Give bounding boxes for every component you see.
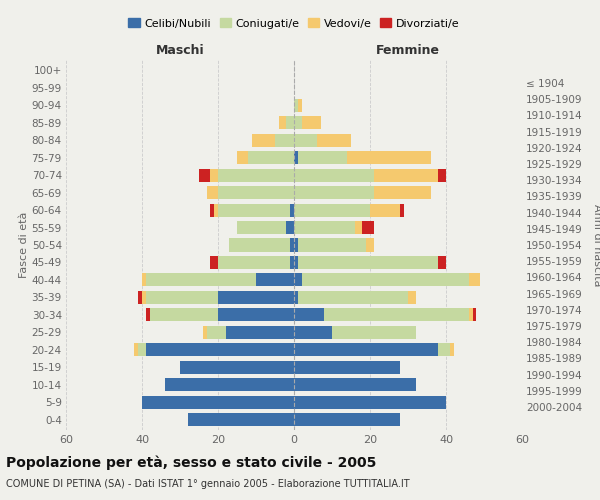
Bar xyxy=(294,186,374,199)
Bar xyxy=(439,168,446,181)
Bar xyxy=(218,168,294,181)
Bar xyxy=(211,256,218,269)
Bar xyxy=(218,308,294,322)
Bar xyxy=(294,99,298,112)
Bar xyxy=(302,274,469,286)
Bar xyxy=(286,116,294,130)
Bar xyxy=(374,168,439,181)
Text: Femmine: Femmine xyxy=(376,44,440,58)
Bar xyxy=(146,274,256,286)
Bar xyxy=(290,204,294,216)
Bar xyxy=(347,151,431,164)
Bar xyxy=(218,204,290,216)
Bar xyxy=(294,343,439,356)
Bar xyxy=(206,326,226,339)
Bar xyxy=(275,134,294,147)
Bar xyxy=(294,378,416,391)
Bar xyxy=(252,134,275,147)
Bar xyxy=(298,238,366,252)
Bar xyxy=(294,116,302,130)
Bar xyxy=(211,204,214,216)
Bar xyxy=(294,151,298,164)
Bar xyxy=(294,221,355,234)
Bar xyxy=(146,343,294,356)
Bar xyxy=(199,168,211,181)
Bar xyxy=(294,274,302,286)
Bar xyxy=(294,308,325,322)
Text: COMUNE DI PETINA (SA) - Dati ISTAT 1° gennaio 2005 - Elaborazione TUTTITALIA.IT: COMUNE DI PETINA (SA) - Dati ISTAT 1° ge… xyxy=(6,479,410,489)
Bar xyxy=(138,291,142,304)
Bar xyxy=(180,360,294,374)
Bar xyxy=(298,256,439,269)
Bar xyxy=(355,221,362,234)
Bar xyxy=(317,134,351,147)
Bar xyxy=(146,291,218,304)
Bar xyxy=(374,186,431,199)
Bar xyxy=(294,396,446,408)
Bar xyxy=(142,291,146,304)
Bar xyxy=(298,99,302,112)
Text: Maschi: Maschi xyxy=(155,44,205,58)
Bar xyxy=(138,343,146,356)
Bar xyxy=(165,378,294,391)
Bar xyxy=(370,204,400,216)
Bar xyxy=(302,116,320,130)
Bar xyxy=(439,343,450,356)
Bar xyxy=(134,343,138,356)
Bar xyxy=(149,308,218,322)
Bar xyxy=(325,308,469,322)
Bar xyxy=(256,274,294,286)
Bar xyxy=(450,343,454,356)
Bar xyxy=(362,221,374,234)
Bar xyxy=(298,151,347,164)
Bar xyxy=(142,396,294,408)
Bar xyxy=(286,221,294,234)
Bar xyxy=(290,256,294,269)
Bar xyxy=(188,413,294,426)
Bar xyxy=(294,238,298,252)
Legend: Celibi/Nubili, Coniugati/e, Vedovi/e, Divorziati/e: Celibi/Nubili, Coniugati/e, Vedovi/e, Di… xyxy=(124,14,464,33)
Bar xyxy=(332,326,416,339)
Bar xyxy=(469,274,480,286)
Bar xyxy=(226,326,294,339)
Bar xyxy=(439,256,446,269)
Bar xyxy=(366,238,374,252)
Y-axis label: Anni di nascita: Anni di nascita xyxy=(592,204,600,286)
Bar xyxy=(142,274,146,286)
Bar xyxy=(229,238,290,252)
Bar xyxy=(294,134,317,147)
Bar xyxy=(218,186,294,199)
Bar xyxy=(218,291,294,304)
Bar xyxy=(206,186,218,199)
Bar xyxy=(214,204,218,216)
Bar xyxy=(294,360,400,374)
Bar xyxy=(294,204,370,216)
Bar xyxy=(203,326,206,339)
Bar xyxy=(294,291,298,304)
Bar xyxy=(290,238,294,252)
Bar xyxy=(294,413,400,426)
Text: Popolazione per età, sesso e stato civile - 2005: Popolazione per età, sesso e stato civil… xyxy=(6,456,376,470)
Bar xyxy=(211,168,218,181)
Bar xyxy=(294,326,332,339)
Bar xyxy=(237,151,248,164)
Bar xyxy=(279,116,286,130)
Bar xyxy=(408,291,416,304)
Y-axis label: Fasce di età: Fasce di età xyxy=(19,212,29,278)
Bar xyxy=(218,256,290,269)
Bar xyxy=(294,256,298,269)
Bar xyxy=(237,221,286,234)
Bar xyxy=(294,168,374,181)
Bar xyxy=(469,308,473,322)
Bar xyxy=(400,204,404,216)
Bar xyxy=(473,308,476,322)
Bar xyxy=(298,291,408,304)
Bar xyxy=(248,151,294,164)
Bar xyxy=(146,308,149,322)
